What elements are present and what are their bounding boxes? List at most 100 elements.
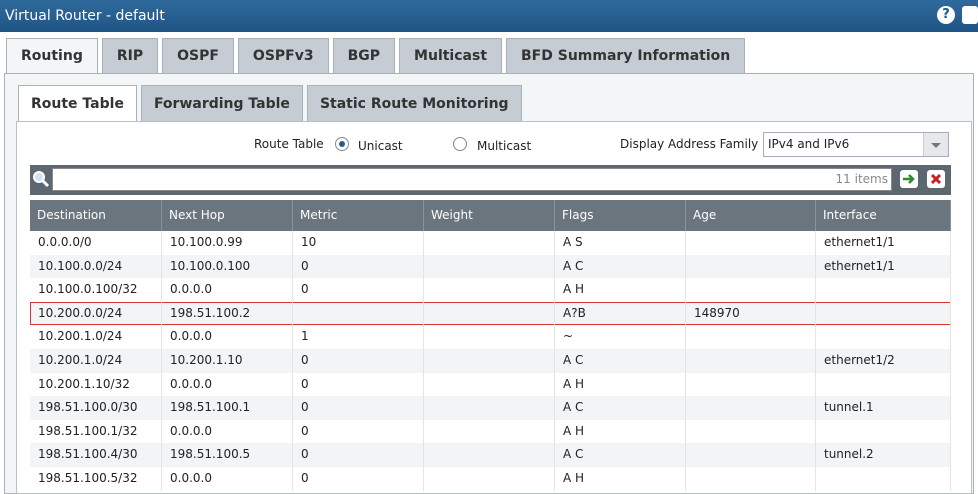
table-cell: 0 <box>293 396 424 420</box>
table-cell: ethernet1/2 <box>816 349 951 373</box>
table-row[interactable]: 10.100.0.0/24 10.100.0.100 0 A C ethernet1/1 <box>30 254 951 279</box>
table-cell: tunnel.2 <box>816 443 951 467</box>
table-cell: 1 <box>293 325 424 349</box>
column-header[interactable]: Destination <box>30 200 162 231</box>
select-value: IPv4 and IPv6 <box>768 137 850 151</box>
item-count: 11 items <box>835 172 888 186</box>
table-row[interactable]: 198.51.100.5/32 0.0.0.0 0 A H <box>30 467 951 491</box>
table-row[interactable]: 10.100.0.100/32 0.0.0.0 0 A H <box>30 278 951 302</box>
table-cell: 10.100.0.100/32 <box>30 278 162 302</box>
column-header[interactable]: Next Hop <box>162 200 293 231</box>
table-cell: A C <box>555 254 686 279</box>
table-cell <box>686 396 816 420</box>
table-cell <box>424 467 555 491</box>
tab-bar: Routing RIP OSPF OSPFv3 BGP Multicast BFD Summ… <box>6 38 746 73</box>
table-cell: 0.0.0.0 <box>162 372 293 397</box>
table-cell: A C <box>555 349 686 373</box>
radio-multicast[interactable] <box>453 137 467 151</box>
dropdown-button[interactable] <box>923 133 948 156</box>
sub-tab[interactable]: Static Route Monitoring <box>306 85 522 121</box>
table-cell: tunnel.1 <box>816 396 951 420</box>
address-family-select[interactable]: IPv4 and IPv6 <box>763 132 949 157</box>
table-cell <box>424 325 555 349</box>
table-cell <box>424 231 555 255</box>
menu-icon[interactable] <box>962 6 978 24</box>
table-header: Destination Next Hop Metric Weight Flags Age I… <box>30 200 951 231</box>
table-cell <box>816 301 951 326</box>
table-cell <box>424 278 555 302</box>
table-cell: 198.51.100.4/30 <box>30 443 162 467</box>
table-cell: 0 <box>293 278 424 302</box>
table-cell: 198.51.100.0/30 <box>30 396 162 420</box>
apply-filter-button[interactable] <box>900 170 918 188</box>
column-header[interactable]: Age <box>686 200 816 231</box>
table-cell: 198.51.100.1 <box>162 396 293 420</box>
table-cell: ethernet1/1 <box>816 231 951 255</box>
table-row[interactable]: 10.200.1.0/24 10.200.1.10 0 A C ethernet1/2 <box>30 349 951 373</box>
table-cell: 10.100.0.100 <box>162 254 293 279</box>
table-cell: 198.51.100.2 <box>162 301 293 326</box>
table-cell <box>686 231 816 255</box>
tab[interactable]: BFD Summary Information <box>506 38 746 73</box>
table-cell: 198.51.100.5/32 <box>30 467 162 491</box>
sub-tab[interactable]: Forwarding Table <box>140 85 303 121</box>
search-icon <box>33 171 50 188</box>
table-cell: ~ <box>555 325 686 349</box>
column-header[interactable]: Metric <box>293 200 424 231</box>
table-cell <box>816 467 951 491</box>
table-cell: 148970 <box>686 301 816 326</box>
tab[interactable]: OSPF <box>162 38 234 73</box>
table-cell: 10 <box>293 231 424 255</box>
window-title: Virtual Router - default <box>5 8 165 24</box>
address-family-label: Display Address Family <box>620 137 759 151</box>
tab[interactable]: Routing <box>6 38 98 73</box>
table-row[interactable]: 0.0.0.0/0 10.100.0.99 10 A S ethernet1/1 <box>30 231 951 255</box>
tab[interactable]: OSPFv3 <box>237 38 329 73</box>
table-row[interactable]: 10.200.0.0/24 198.51.100.2 A?B 148970 <box>30 301 951 326</box>
column-header[interactable]: Flags <box>555 200 686 231</box>
table-row[interactable]: 198.51.100.0/30 198.51.100.1 0 A C tunnel.1 <box>30 396 951 420</box>
tab[interactable]: Multicast <box>399 38 503 73</box>
help-icon[interactable]: ? <box>937 6 955 24</box>
table-cell: A H <box>555 278 686 302</box>
table-cell: 0.0.0.0 <box>162 325 293 349</box>
table-cell <box>424 372 555 397</box>
column-header[interactable]: Weight <box>424 200 555 231</box>
search-input[interactable] <box>52 168 892 191</box>
table-cell <box>424 349 555 373</box>
column-header[interactable]: Interface <box>816 200 951 231</box>
tab[interactable]: RIP <box>101 38 159 73</box>
sub-tab-bar: Route Table Forwarding Table Static Route … <box>18 85 522 121</box>
caret <box>931 143 941 148</box>
tab[interactable]: BGP <box>332 38 396 73</box>
option-label: Multicast <box>477 139 532 153</box>
route-table-label: Route Table <box>254 137 324 151</box>
table-cell: 0.0.0.0 <box>162 278 293 302</box>
table-cell <box>686 254 816 279</box>
table-cell: A H <box>555 372 686 397</box>
table-cell <box>686 419 816 444</box>
table-cell: 10.200.1.0/24 <box>30 349 162 373</box>
table-cell: A C <box>555 396 686 420</box>
table-row[interactable]: 198.51.100.4/30 198.51.100.5 0 A C tunnel.2 <box>30 443 951 467</box>
table-cell: 10.100.0.99 <box>162 231 293 255</box>
table-row[interactable]: 10.200.1.0/24 0.0.0.0 1 ~ <box>30 325 951 349</box>
table-cell <box>424 419 555 444</box>
table-cell: 10.100.0.0/24 <box>30 254 162 279</box>
table-cell <box>816 325 951 349</box>
table-row[interactable]: 198.51.100.1/32 0.0.0.0 0 A H <box>30 419 951 444</box>
table-cell: A C <box>555 443 686 467</box>
table-row[interactable]: 10.200.1.10/32 0.0.0.0 0 A H <box>30 372 951 397</box>
table-cell: 0 <box>293 467 424 491</box>
option-label: Unicast <box>358 139 403 153</box>
table-cell: 10.200.0.0/24 <box>30 301 162 326</box>
radio-unicast[interactable] <box>335 137 349 151</box>
table-cell <box>686 325 816 349</box>
table-cell: 10.200.1.0/24 <box>30 325 162 349</box>
table-cell <box>424 396 555 420</box>
table-cell: 198.51.100.5 <box>162 443 293 467</box>
sub-tab[interactable]: Route Table <box>18 85 137 121</box>
clear-filter-button[interactable] <box>927 170 945 188</box>
